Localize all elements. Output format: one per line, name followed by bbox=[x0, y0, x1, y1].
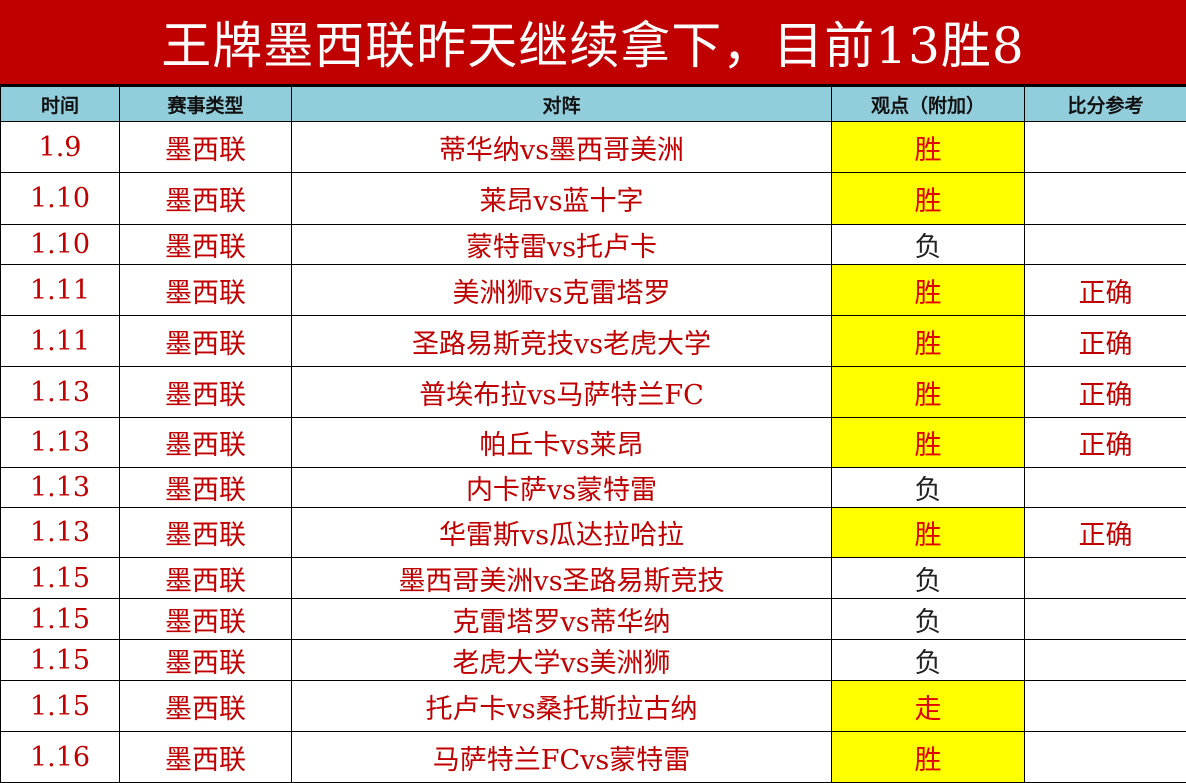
result-cell: 正确 bbox=[1025, 265, 1186, 316]
league-cell: 墨西联 bbox=[120, 558, 292, 599]
date-cell: 1.16 bbox=[1, 732, 120, 783]
match-cell: 莱昂vs蓝十字 bbox=[292, 173, 832, 225]
result-cell bbox=[1025, 122, 1186, 173]
match-cell: 克雷塔罗vs蒂华纳 bbox=[292, 599, 832, 640]
date-cell: 1.13 bbox=[1, 468, 120, 508]
pick-cell: 胜 bbox=[832, 316, 1025, 367]
pick-cell: 胜 bbox=[832, 367, 1025, 418]
header-match: 对阵 bbox=[292, 87, 832, 122]
league-cell: 墨西联 bbox=[120, 599, 292, 640]
date-cell: 1.11 bbox=[1, 265, 120, 316]
match-cell: 美洲狮vs克雷塔罗 bbox=[292, 265, 832, 316]
pick-cell: 胜 bbox=[832, 265, 1025, 316]
match-cell: 内卡萨vs蒙特雷 bbox=[292, 468, 832, 508]
league-cell: 墨西联 bbox=[120, 316, 292, 367]
match-cell: 墨西哥美洲vs圣路易斯竞技 bbox=[292, 558, 832, 599]
header-date: 时间 bbox=[1, 87, 120, 122]
league-cell: 墨西联 bbox=[120, 225, 292, 265]
header-league: 赛事类型 bbox=[120, 87, 292, 122]
date-cell: 1.15 bbox=[1, 681, 120, 732]
date-cell: 1.13 bbox=[1, 508, 120, 558]
pick-cell: 走 bbox=[832, 681, 1025, 732]
match-cell: 帕丘卡vs莱昂 bbox=[292, 418, 832, 468]
pick-cell: 负 bbox=[832, 640, 1025, 681]
header-row: 时间 赛事类型 对阵 观点（附加） 比分参考 bbox=[1, 87, 1186, 122]
date-cell: 1.13 bbox=[1, 367, 120, 418]
pick-cell: 胜 bbox=[832, 732, 1025, 783]
pick-cell: 胜 bbox=[832, 508, 1025, 558]
league-cell: 墨西联 bbox=[120, 265, 292, 316]
match-cell: 普埃布拉vs马萨特兰FC bbox=[292, 367, 832, 418]
pick-cell: 负 bbox=[832, 225, 1025, 265]
pick-cell: 负 bbox=[832, 468, 1025, 508]
date-cell: 1.13 bbox=[1, 418, 120, 468]
league-cell: 墨西联 bbox=[120, 468, 292, 508]
match-cell: 马萨特兰FCvs蒙特雷 bbox=[292, 732, 832, 783]
date-cell: 1.10 bbox=[1, 173, 120, 225]
pick-cell: 胜 bbox=[832, 173, 1025, 225]
league-cell: 墨西联 bbox=[120, 367, 292, 418]
header-result: 比分参考 bbox=[1025, 87, 1186, 122]
result-cell: 正确 bbox=[1025, 367, 1186, 418]
league-cell: 墨西联 bbox=[120, 732, 292, 783]
league-cell: 墨西联 bbox=[120, 122, 292, 173]
date-cell: 1.10 bbox=[1, 225, 120, 265]
result-cell bbox=[1025, 225, 1186, 265]
date-cell: 1.15 bbox=[1, 558, 120, 599]
date-cell: 1.15 bbox=[1, 640, 120, 681]
pick-cell: 胜 bbox=[832, 418, 1025, 468]
result-cell: 正确 bbox=[1025, 316, 1186, 367]
date-cell: 1.15 bbox=[1, 599, 120, 640]
result-cell bbox=[1025, 599, 1186, 640]
result-cell: 正确 bbox=[1025, 508, 1186, 558]
result-cell bbox=[1025, 558, 1186, 599]
pick-cell: 负 bbox=[832, 558, 1025, 599]
result-cell bbox=[1025, 173, 1186, 225]
match-cell: 蒂华纳vs墨西哥美洲 bbox=[292, 122, 832, 173]
pick-cell: 胜 bbox=[832, 122, 1025, 173]
league-cell: 墨西联 bbox=[120, 508, 292, 558]
league-cell: 墨西联 bbox=[120, 418, 292, 468]
match-cell: 托卢卡vs桑托斯拉古纳 bbox=[292, 681, 832, 732]
match-cell: 老虎大学vs美洲狮 bbox=[292, 640, 832, 681]
header-pick: 观点（附加） bbox=[832, 87, 1025, 122]
result-cell bbox=[1025, 732, 1186, 783]
date-cell: 1.9 bbox=[1, 122, 120, 173]
page-title: 王牌墨西联昨天继续拿下，目前13胜8 bbox=[0, 0, 1186, 86]
league-cell: 墨西联 bbox=[120, 173, 292, 225]
result-cell bbox=[1025, 640, 1186, 681]
match-cell: 蒙特雷vs托卢卡 bbox=[292, 225, 832, 265]
match-cell: 华雷斯vs瓜达拉哈拉 bbox=[292, 508, 832, 558]
result-cell bbox=[1025, 468, 1186, 508]
result-cell bbox=[1025, 681, 1186, 732]
date-cell: 1.11 bbox=[1, 316, 120, 367]
league-cell: 墨西联 bbox=[120, 640, 292, 681]
league-cell: 墨西联 bbox=[120, 681, 292, 732]
pick-cell: 负 bbox=[832, 599, 1025, 640]
result-cell: 正确 bbox=[1025, 418, 1186, 468]
match-cell: 圣路易斯竞技vs老虎大学 bbox=[292, 316, 832, 367]
